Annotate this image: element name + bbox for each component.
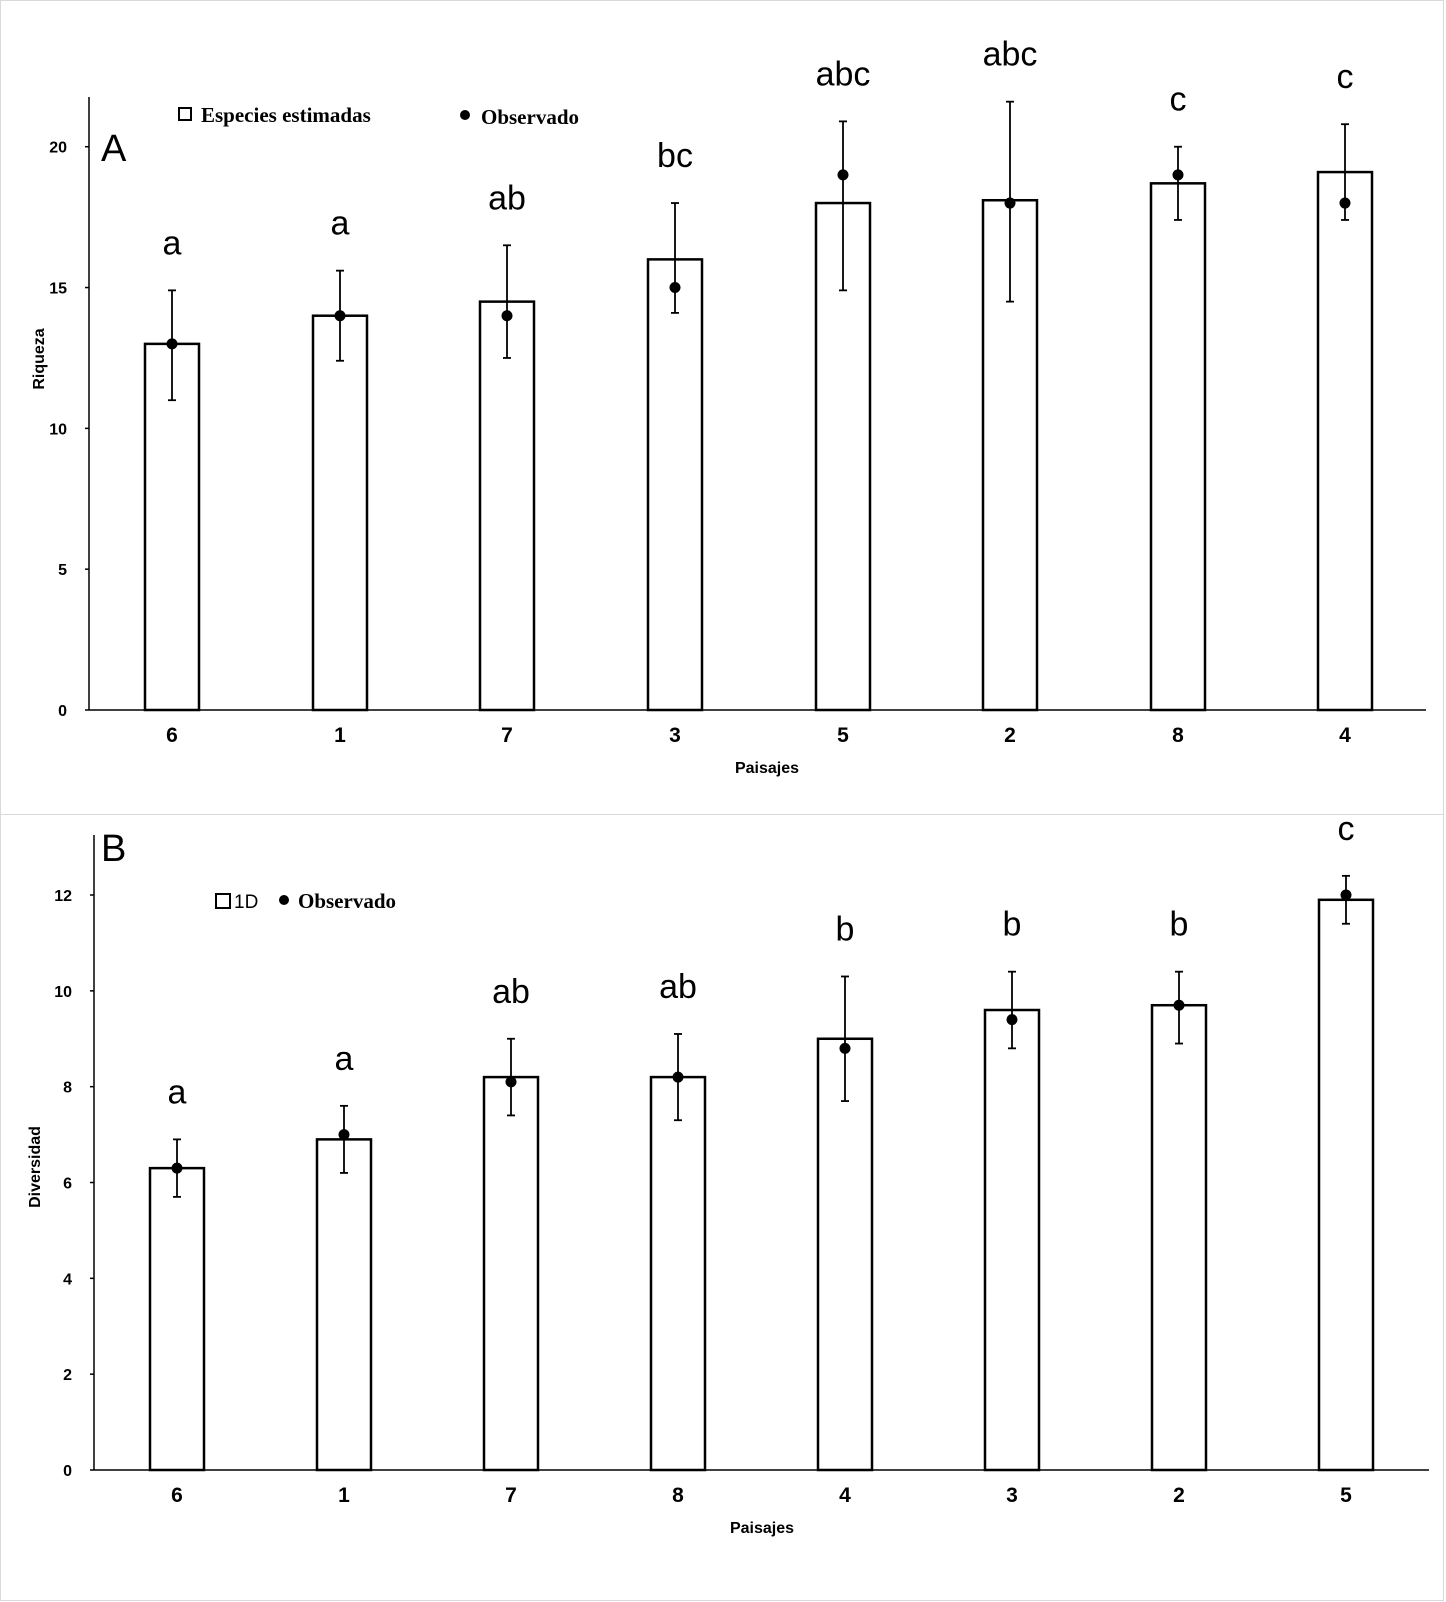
observed-point: [1340, 889, 1352, 901]
observed-point: [338, 1129, 350, 1141]
legend-point-label: Observado: [481, 105, 579, 129]
x-tick-label: 7: [505, 1484, 517, 1507]
y-tick-label: 12: [54, 888, 72, 905]
y-tick-label: 20: [49, 140, 67, 157]
significance-letter: a: [168, 1073, 187, 1111]
plot-area: 0 2 4 6 8 10 12 a 6 a 1 ab 7 ab 8 b 4 b 3 b 2 c 5: [54, 815, 1429, 1507]
chart-panel-a: A Especies estimadas Observado Riqueza P…: [0, 0, 1444, 815]
y-tick-label: 2: [63, 1367, 72, 1384]
observed-point: [166, 338, 178, 350]
x-tick-label: 7: [501, 724, 513, 747]
x-axis-title: Paisajes: [735, 760, 799, 777]
significance-letter: b: [836, 910, 855, 948]
x-tick-label: 3: [669, 724, 681, 747]
significance-letter: abc: [983, 36, 1038, 74]
legend-bar-swatch: [215, 893, 231, 909]
observed-point: [334, 310, 346, 322]
observed-point: [837, 169, 849, 181]
y-tick-label: 15: [49, 281, 67, 298]
x-axis-title: Paisajes: [730, 1520, 794, 1537]
significance-letter: b: [1170, 906, 1189, 944]
bar: [311, 314, 369, 712]
legend-point-label: Observado: [298, 889, 396, 913]
significance-letter: b: [1003, 906, 1022, 944]
observed-point: [1006, 1014, 1018, 1026]
significance-letter: c: [1170, 81, 1187, 119]
significance-letter: bc: [657, 137, 693, 175]
y-axis-title: Diversidad: [27, 1126, 44, 1208]
significance-letter: a: [331, 205, 350, 243]
observed-point: [1173, 999, 1185, 1011]
observed-point: [1172, 169, 1184, 181]
y-axis-title: Riqueza: [31, 328, 48, 389]
observed-point: [672, 1071, 684, 1083]
chart-a-svg: A Especies estimadas Observado Riqueza P…: [31, 36, 1426, 777]
x-tick-label: 8: [672, 1484, 684, 1507]
bar: [143, 342, 201, 712]
significance-letter: a: [163, 224, 182, 262]
significance-letter: a: [335, 1040, 354, 1078]
y-tick-label: 10: [49, 421, 67, 438]
bar: [1149, 182, 1207, 712]
x-tick-label: 3: [1006, 1484, 1018, 1507]
bar: [478, 300, 536, 712]
y-tick-label: 0: [63, 1463, 72, 1480]
observed-point: [1004, 197, 1016, 209]
x-tick-label: 5: [837, 724, 849, 747]
observed-point: [501, 310, 513, 322]
y-tick-label: 4: [63, 1271, 72, 1288]
x-tick-label: 2: [1004, 724, 1016, 747]
plot-area: 0 5 10 15 20 a 6 a 1 ab 7 bc 3 abc 5 abc 2 c 8 c 4: [49, 36, 1426, 747]
legend-point-swatch: [279, 895, 289, 905]
legend-bar-swatch: [178, 107, 192, 121]
y-tick-label: 0: [58, 703, 67, 720]
x-tick-label: 1: [334, 724, 346, 747]
legend-bar-label: Especies estimadas: [201, 103, 371, 127]
bar: [816, 1037, 874, 1472]
panel-letter: B: [101, 828, 126, 870]
bar: [646, 258, 704, 712]
legend-point-swatch: [460, 110, 470, 120]
observed-point: [505, 1076, 517, 1088]
y-tick-label: 6: [63, 1176, 72, 1193]
significance-letter: ab: [492, 973, 530, 1011]
chart-panel-b: B 1D Observado Diversidad Paisajes 0 2 4 6 8…: [0, 814, 1444, 1601]
bar: [981, 198, 1039, 712]
bar: [983, 1008, 1041, 1472]
x-tick-label: 2: [1173, 1484, 1185, 1507]
y-tick-label: 5: [58, 562, 67, 579]
bar: [649, 1075, 707, 1472]
x-tick-label: 6: [166, 724, 178, 747]
observed-point: [839, 1042, 851, 1054]
x-tick-label: 5: [1340, 1484, 1352, 1507]
significance-letter: c: [1337, 58, 1354, 96]
observed-point: [171, 1162, 183, 1174]
legend-bar-label: 1D: [234, 892, 258, 913]
legend: Especies estimadas Observado: [178, 103, 579, 129]
bar: [148, 1166, 206, 1472]
panel-letter: A: [101, 128, 127, 170]
x-tick-label: 6: [171, 1484, 183, 1507]
significance-letter: abc: [816, 55, 871, 93]
observed-point: [1339, 197, 1351, 209]
bar: [1316, 170, 1374, 712]
bar: [315, 1138, 373, 1472]
y-tick-label: 8: [63, 1080, 72, 1097]
bar: [1150, 1003, 1208, 1472]
significance-letter: ab: [659, 968, 697, 1006]
legend: 1D Observado: [215, 889, 396, 913]
x-tick-label: 8: [1172, 724, 1184, 747]
chart-b-svg: B 1D Observado Diversidad Paisajes 0 2 4 6 8…: [27, 815, 1429, 1537]
significance-letter: c: [1338, 815, 1355, 848]
bar: [482, 1075, 540, 1472]
x-tick-label: 4: [839, 1484, 851, 1507]
x-tick-label: 4: [1339, 724, 1351, 747]
y-tick-label: 10: [54, 984, 72, 1001]
x-tick-label: 1: [338, 1484, 350, 1507]
significance-letter: ab: [488, 179, 526, 217]
observed-point: [669, 282, 681, 294]
bar: [1317, 898, 1375, 1472]
